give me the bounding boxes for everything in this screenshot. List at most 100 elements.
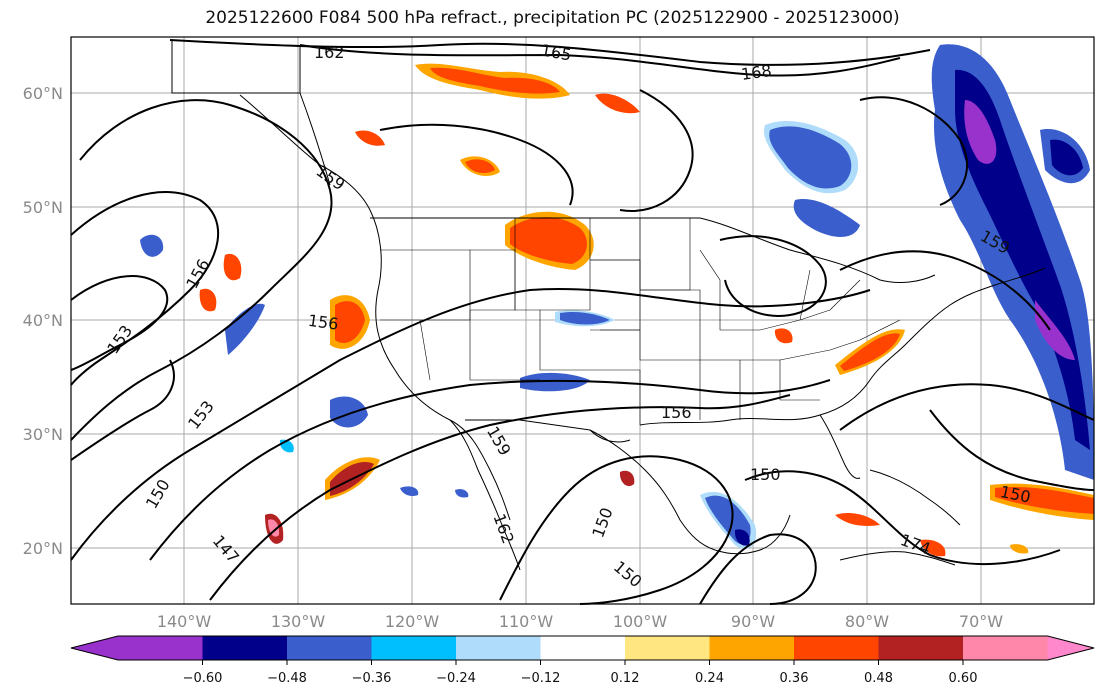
contour-line	[209, 394, 791, 601]
precip-area	[355, 130, 385, 146]
map-frame	[70, 36, 1095, 605]
precip-area	[774, 328, 793, 344]
colorbar-segment	[202, 636, 287, 660]
border	[589, 429, 631, 443]
colorbar: −0.60 −0.48 −0.36 −0.24 −0.12 0.12 0.24 …	[70, 635, 1095, 686]
precip-area	[793, 199, 860, 237]
precip-shading	[140, 44, 1094, 557]
contour-line	[70, 287, 871, 561]
precip-area	[455, 489, 469, 498]
colorbar-segment	[625, 636, 710, 660]
precip-area	[330, 396, 368, 428]
precip-area	[223, 253, 242, 281]
contour-line	[70, 191, 219, 386]
map-title: 2025122600 F084 500 hPa refract., precip…	[205, 8, 900, 28]
contour-label: 168	[740, 61, 773, 84]
precip-area	[734, 529, 750, 546]
state-borders	[380, 217, 901, 425]
lat-tick-label: 60°N	[23, 84, 63, 103]
precip-area	[840, 333, 900, 371]
lon-tick-label: 70°W	[959, 612, 1003, 631]
contour-line	[619, 89, 694, 212]
precip-area	[769, 126, 852, 189]
colorbar-segment	[540, 636, 625, 660]
colorbar-tick-label: 0.36	[780, 671, 809, 686]
lat-tick-label: 50°N	[23, 198, 63, 217]
precip-area	[595, 93, 640, 114]
coastline	[639, 344, 906, 426]
coastline	[239, 94, 511, 521]
border	[171, 40, 301, 94]
precip-area	[995, 487, 1094, 514]
lat-tick-label: 40°N	[23, 311, 63, 330]
precip-area	[520, 372, 590, 392]
coastline	[449, 419, 521, 571]
contour-line	[839, 383, 1095, 431]
colorbar-segment	[709, 636, 794, 660]
coastline	[589, 429, 716, 551]
border	[465, 419, 591, 431]
contour-label: 156	[307, 311, 340, 334]
coastline	[714, 514, 791, 555]
contour-line	[299, 44, 901, 77]
colorbar-right-extension	[1047, 636, 1094, 660]
lat-tick-label: 20°N	[23, 539, 63, 558]
contour-line	[929, 409, 1095, 491]
contour-line	[839, 250, 1051, 331]
lon-tick-label: 110°W	[499, 612, 554, 631]
colorbar-ticks	[202, 660, 964, 665]
contour-line	[719, 235, 827, 317]
lat-axis: 60°N 50°N 40°N 30°N 20°N	[23, 84, 63, 558]
colorbar-tick-label: 0.48	[864, 671, 893, 686]
colorbar-tick-label: −0.12	[521, 671, 561, 686]
colorbar-segment	[456, 636, 541, 660]
precip-area	[225, 303, 265, 355]
contour-line	[70, 275, 169, 371]
contour-line	[149, 379, 831, 561]
precip-area	[465, 159, 495, 174]
colorbar-segment	[287, 636, 372, 660]
precip-area	[400, 486, 419, 497]
contour-line	[859, 96, 969, 206]
contour-line	[699, 533, 817, 605]
precip-area	[430, 67, 560, 94]
precip-area	[510, 217, 587, 264]
precip-area	[835, 513, 880, 526]
coastline	[904, 267, 1046, 346]
contour-line	[379, 123, 574, 206]
border	[699, 217, 936, 283]
refractivity-contours	[70, 39, 1095, 605]
lon-tick-label: 90°W	[731, 612, 775, 631]
contour-line	[499, 455, 734, 605]
precip-area	[560, 311, 610, 325]
lon-tick-label: 130°W	[271, 612, 326, 631]
colorbar-tick-label: −0.24	[436, 671, 476, 686]
contour-line	[70, 359, 175, 461]
colorbar-left-extension	[71, 636, 118, 660]
graticule	[71, 37, 1094, 604]
coastline	[869, 469, 961, 526]
lon-tick-label: 100°W	[613, 612, 668, 631]
precip-area	[1035, 300, 1075, 360]
colorbar-tick-label: 0.24	[695, 671, 724, 686]
contour-label: 162	[314, 43, 345, 62]
colorbar-segment	[878, 636, 963, 660]
colorbar-segment	[963, 636, 1048, 660]
colorbar-tick-label: −0.36	[352, 671, 392, 686]
precip-area	[619, 470, 635, 487]
colorbar-segment	[371, 636, 456, 660]
colorbar-tick-label: −0.60	[183, 671, 223, 686]
precip-area	[1010, 544, 1029, 554]
colorbar-tick-label: 0.60	[949, 671, 978, 686]
lon-tick-label: 120°W	[385, 612, 440, 631]
contour-label: 156	[661, 403, 692, 422]
lon-axis: 140°W 130°W 120°W 110°W 100°W 90°W 80°W …	[157, 612, 1003, 631]
contour-label: 150	[750, 465, 781, 484]
precip-area	[964, 100, 997, 164]
colorbar-segment	[118, 636, 203, 660]
lat-tick-label: 30°N	[23, 425, 63, 444]
colorbar-segment	[794, 636, 879, 660]
border	[299, 92, 331, 186]
colorbar-outline	[70, 635, 1095, 661]
